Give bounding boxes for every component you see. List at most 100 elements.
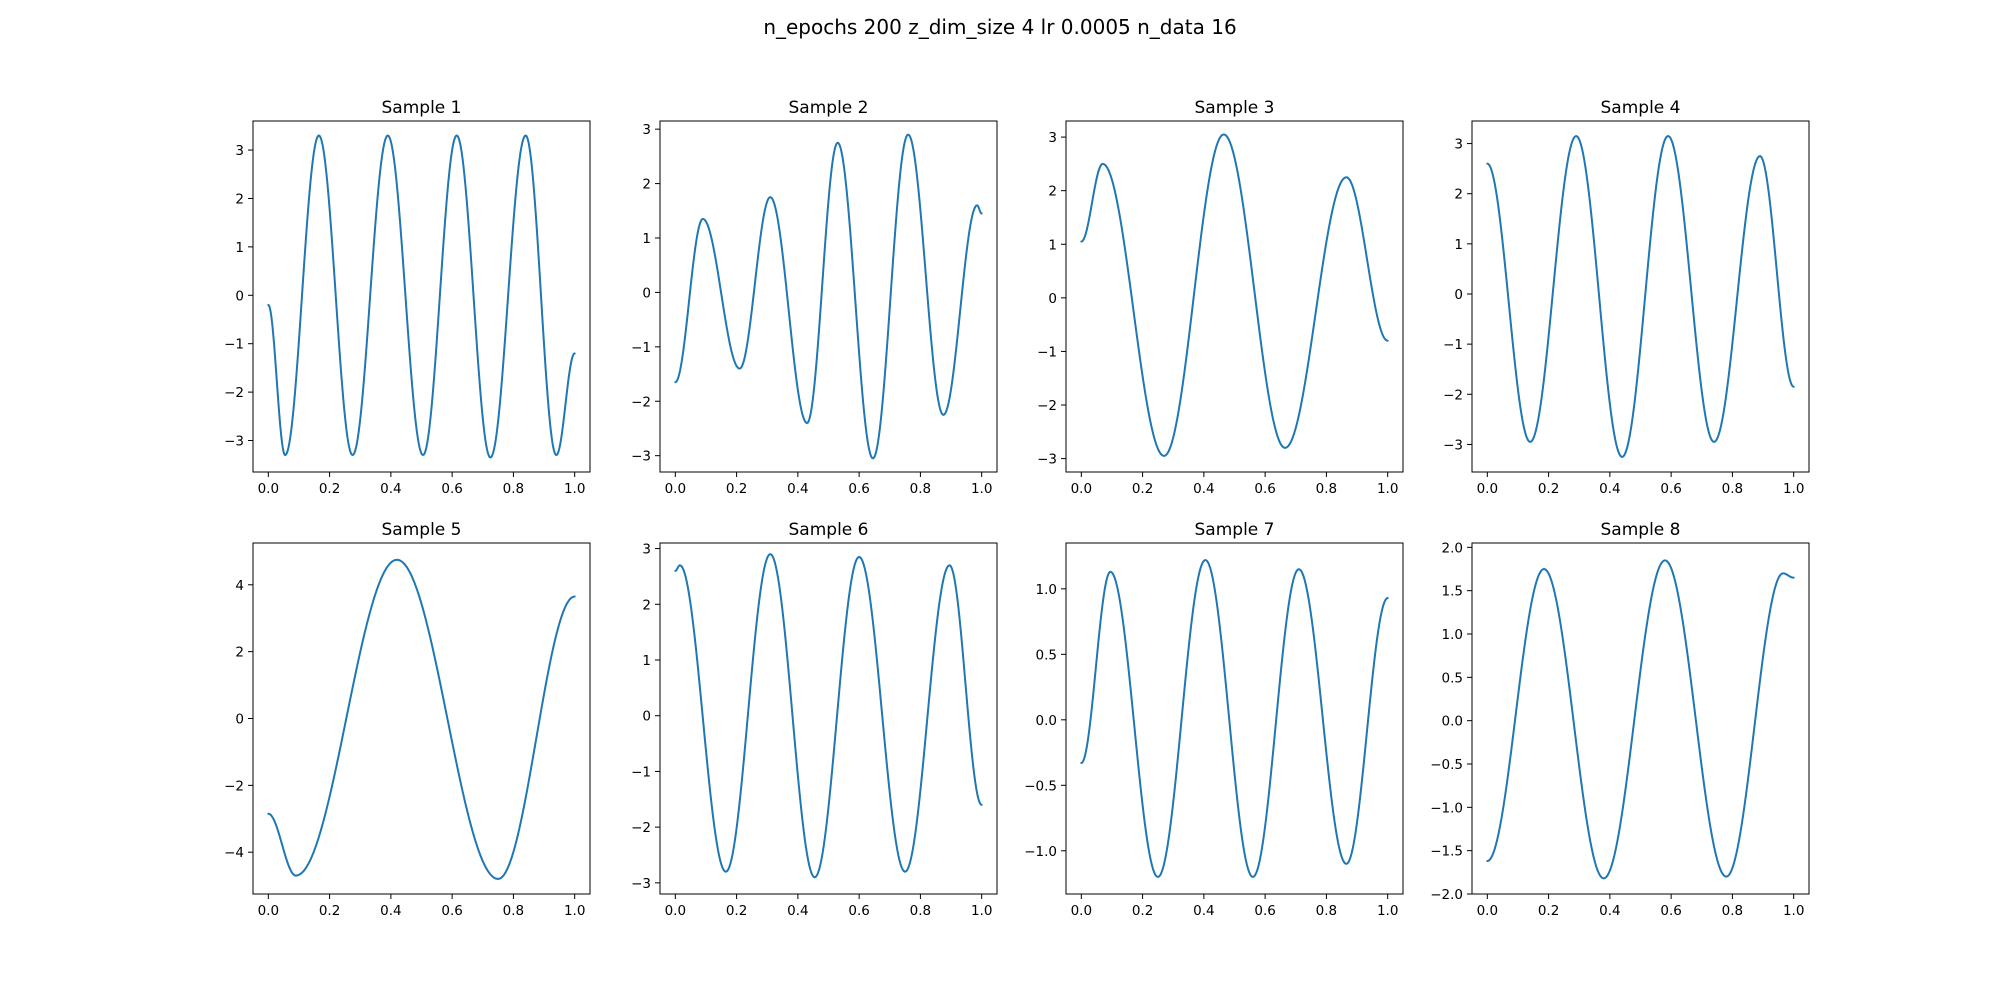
series-line xyxy=(1080,559,1389,878)
x-tick-label: 0.6 xyxy=(441,903,462,919)
series-line xyxy=(1080,133,1389,457)
x-tick-label: 0.0 xyxy=(665,481,686,497)
y-tick-label: −0.5 xyxy=(1430,757,1463,773)
x-tick-label: 0.6 xyxy=(848,903,869,919)
y-tick-label: −3 xyxy=(1037,452,1057,468)
y-tick-label: 1.5 xyxy=(1442,584,1463,600)
x-tick-label: 0.4 xyxy=(380,481,401,497)
y-tick-label: −2 xyxy=(224,385,244,401)
axes-frame xyxy=(252,120,591,473)
y-tick-label: 1 xyxy=(235,240,244,256)
x-tick-label: 0.2 xyxy=(1132,903,1153,919)
x-tick-label: 0.8 xyxy=(1722,903,1743,919)
x-tick-label: 0.4 xyxy=(1193,903,1214,919)
y-tick-label: 4 xyxy=(235,578,244,594)
x-tick-label: 1.0 xyxy=(564,903,585,919)
x-tick-label: 0.0 xyxy=(665,903,686,919)
y-tick-label: −2 xyxy=(631,394,651,410)
x-tick-label: 0.2 xyxy=(319,481,340,497)
x-tick-label: 0.8 xyxy=(503,903,524,919)
series-line xyxy=(267,134,576,459)
x-tick-label: 0.0 xyxy=(258,903,279,919)
axes-frame xyxy=(1065,120,1404,473)
subplot-title: Sample 8 xyxy=(1601,520,1681,540)
y-tick-label: −1 xyxy=(1443,337,1463,353)
y-tick-label: −2 xyxy=(1443,387,1463,403)
y-tick-label: 1.0 xyxy=(1442,627,1463,643)
x-tick-label: 0.6 xyxy=(441,481,462,497)
x-tick-label: 0.2 xyxy=(726,481,747,497)
subplot-title: Sample 4 xyxy=(1601,98,1681,118)
y-tick-label: −1.5 xyxy=(1430,844,1463,860)
y-tick-label: −3 xyxy=(631,876,651,892)
x-tick-label: 0.8 xyxy=(503,481,524,497)
x-tick-label: 0.4 xyxy=(1599,481,1620,497)
x-tick-label: 0.0 xyxy=(1477,481,1498,497)
x-tick-label: 0.0 xyxy=(1477,903,1498,919)
x-tick-label: 0.6 xyxy=(1660,481,1681,497)
x-tick-label: 0.4 xyxy=(1599,903,1620,919)
y-tick-label: 3 xyxy=(1454,137,1463,153)
x-tick-label: 0.8 xyxy=(1316,903,1337,919)
y-tick-label: −2 xyxy=(1037,398,1057,414)
y-tick-label: 2 xyxy=(235,645,244,661)
y-tick-label: −1.0 xyxy=(1024,844,1057,860)
y-tick-label: 1.0 xyxy=(1036,582,1057,598)
x-tick-label: 0.6 xyxy=(1254,903,1275,919)
y-tick-label: −1.0 xyxy=(1430,800,1463,816)
y-tick-label: 3 xyxy=(642,122,651,138)
subplot-3: Sample 3 0.0 0.2 0.4 0.6 0.8 1.0 −3 −2 −1 0 1 2 3 xyxy=(1037,98,1404,497)
x-tick-label: 0.8 xyxy=(1316,481,1337,497)
x-tick-label: 0.6 xyxy=(848,481,869,497)
y-tick-label: 1 xyxy=(1048,237,1057,253)
axes-frame xyxy=(1471,120,1810,473)
y-tick-label: −3 xyxy=(631,449,651,465)
y-tick-label: −2.0 xyxy=(1430,887,1463,903)
subplot-grid: Sample 10.0 0.2 0.4 0.6 0.8 1.0−3−2−10123Samp… xyxy=(224,98,1810,919)
y-tick-label: −2 xyxy=(224,778,244,794)
x-tick-label: 0.8 xyxy=(1722,481,1743,497)
x-tick-label: 0.6 xyxy=(1660,903,1681,919)
subplot-title: Sample 3 xyxy=(1195,98,1275,118)
subplot-7: Sample 7 0.0 0.2 0.4 0.6 0.8 1.0 −1.0 −0.5 0.0 0.5… xyxy=(1024,520,1404,919)
y-tick-label: 3 xyxy=(1048,130,1057,146)
x-tick-label: 0.4 xyxy=(1193,481,1214,497)
x-tick-label: 1.0 xyxy=(1783,481,1804,497)
series-line xyxy=(267,558,576,880)
y-tick-label: 0.5 xyxy=(1442,670,1463,686)
subplot-5: Sample 5 0.0 0.2 0.4 0.6 0.8 1.0 −4 −2 0 2 4 xyxy=(224,520,591,919)
x-tick-label: 1.0 xyxy=(1783,903,1804,919)
x-tick-label: 1.0 xyxy=(564,481,585,497)
x-tick-label: 0.0 xyxy=(258,481,279,497)
y-tick-label: 0 xyxy=(642,709,651,725)
x-tick-label: 0.2 xyxy=(726,903,747,919)
series-line xyxy=(1486,559,1795,880)
y-tick-label: −3 xyxy=(224,434,244,450)
y-tick-label: −1 xyxy=(631,764,651,780)
x-tick-label: 0.8 xyxy=(910,481,931,497)
x-tick-label: 0.2 xyxy=(1538,903,1559,919)
y-tick-label: 0 xyxy=(235,288,244,304)
x-tick-label: 1.0 xyxy=(1377,481,1398,497)
y-tick-label: 0.5 xyxy=(1036,647,1057,663)
y-tick-label: 2 xyxy=(642,177,651,193)
subplot-title: Sample 5 xyxy=(382,520,462,540)
axes-frame xyxy=(1065,542,1404,895)
y-tick-label: 1 xyxy=(642,231,651,247)
y-tick-label: −0.5 xyxy=(1024,778,1057,794)
axes-frame xyxy=(252,542,591,895)
x-tick-label: 0.0 xyxy=(1071,481,1092,497)
subplot-4: Sample 4 0.0 0.2 0.4 0.6 0.8 1.0 −3 −2 −1 0 1 2 3 xyxy=(1443,98,1810,497)
y-tick-label: 1 xyxy=(1454,237,1463,253)
y-tick-label: −3 xyxy=(1443,437,1463,453)
y-tick-label: 0.0 xyxy=(1442,714,1463,730)
y-tick-label: 0 xyxy=(642,285,651,301)
axes-frame xyxy=(1471,542,1810,895)
y-tick-label: −4 xyxy=(224,845,244,861)
x-tick-label: 0.2 xyxy=(319,903,340,919)
x-tick-label: 0.8 xyxy=(910,903,931,919)
axes-frame xyxy=(659,542,998,895)
subplot-6: Sample 6 0.0 0.2 0.4 0.6 0.8 1.0 −3 −2 −1 0 1 2 3 xyxy=(631,520,998,919)
x-tick-label: 1.0 xyxy=(1377,903,1398,919)
